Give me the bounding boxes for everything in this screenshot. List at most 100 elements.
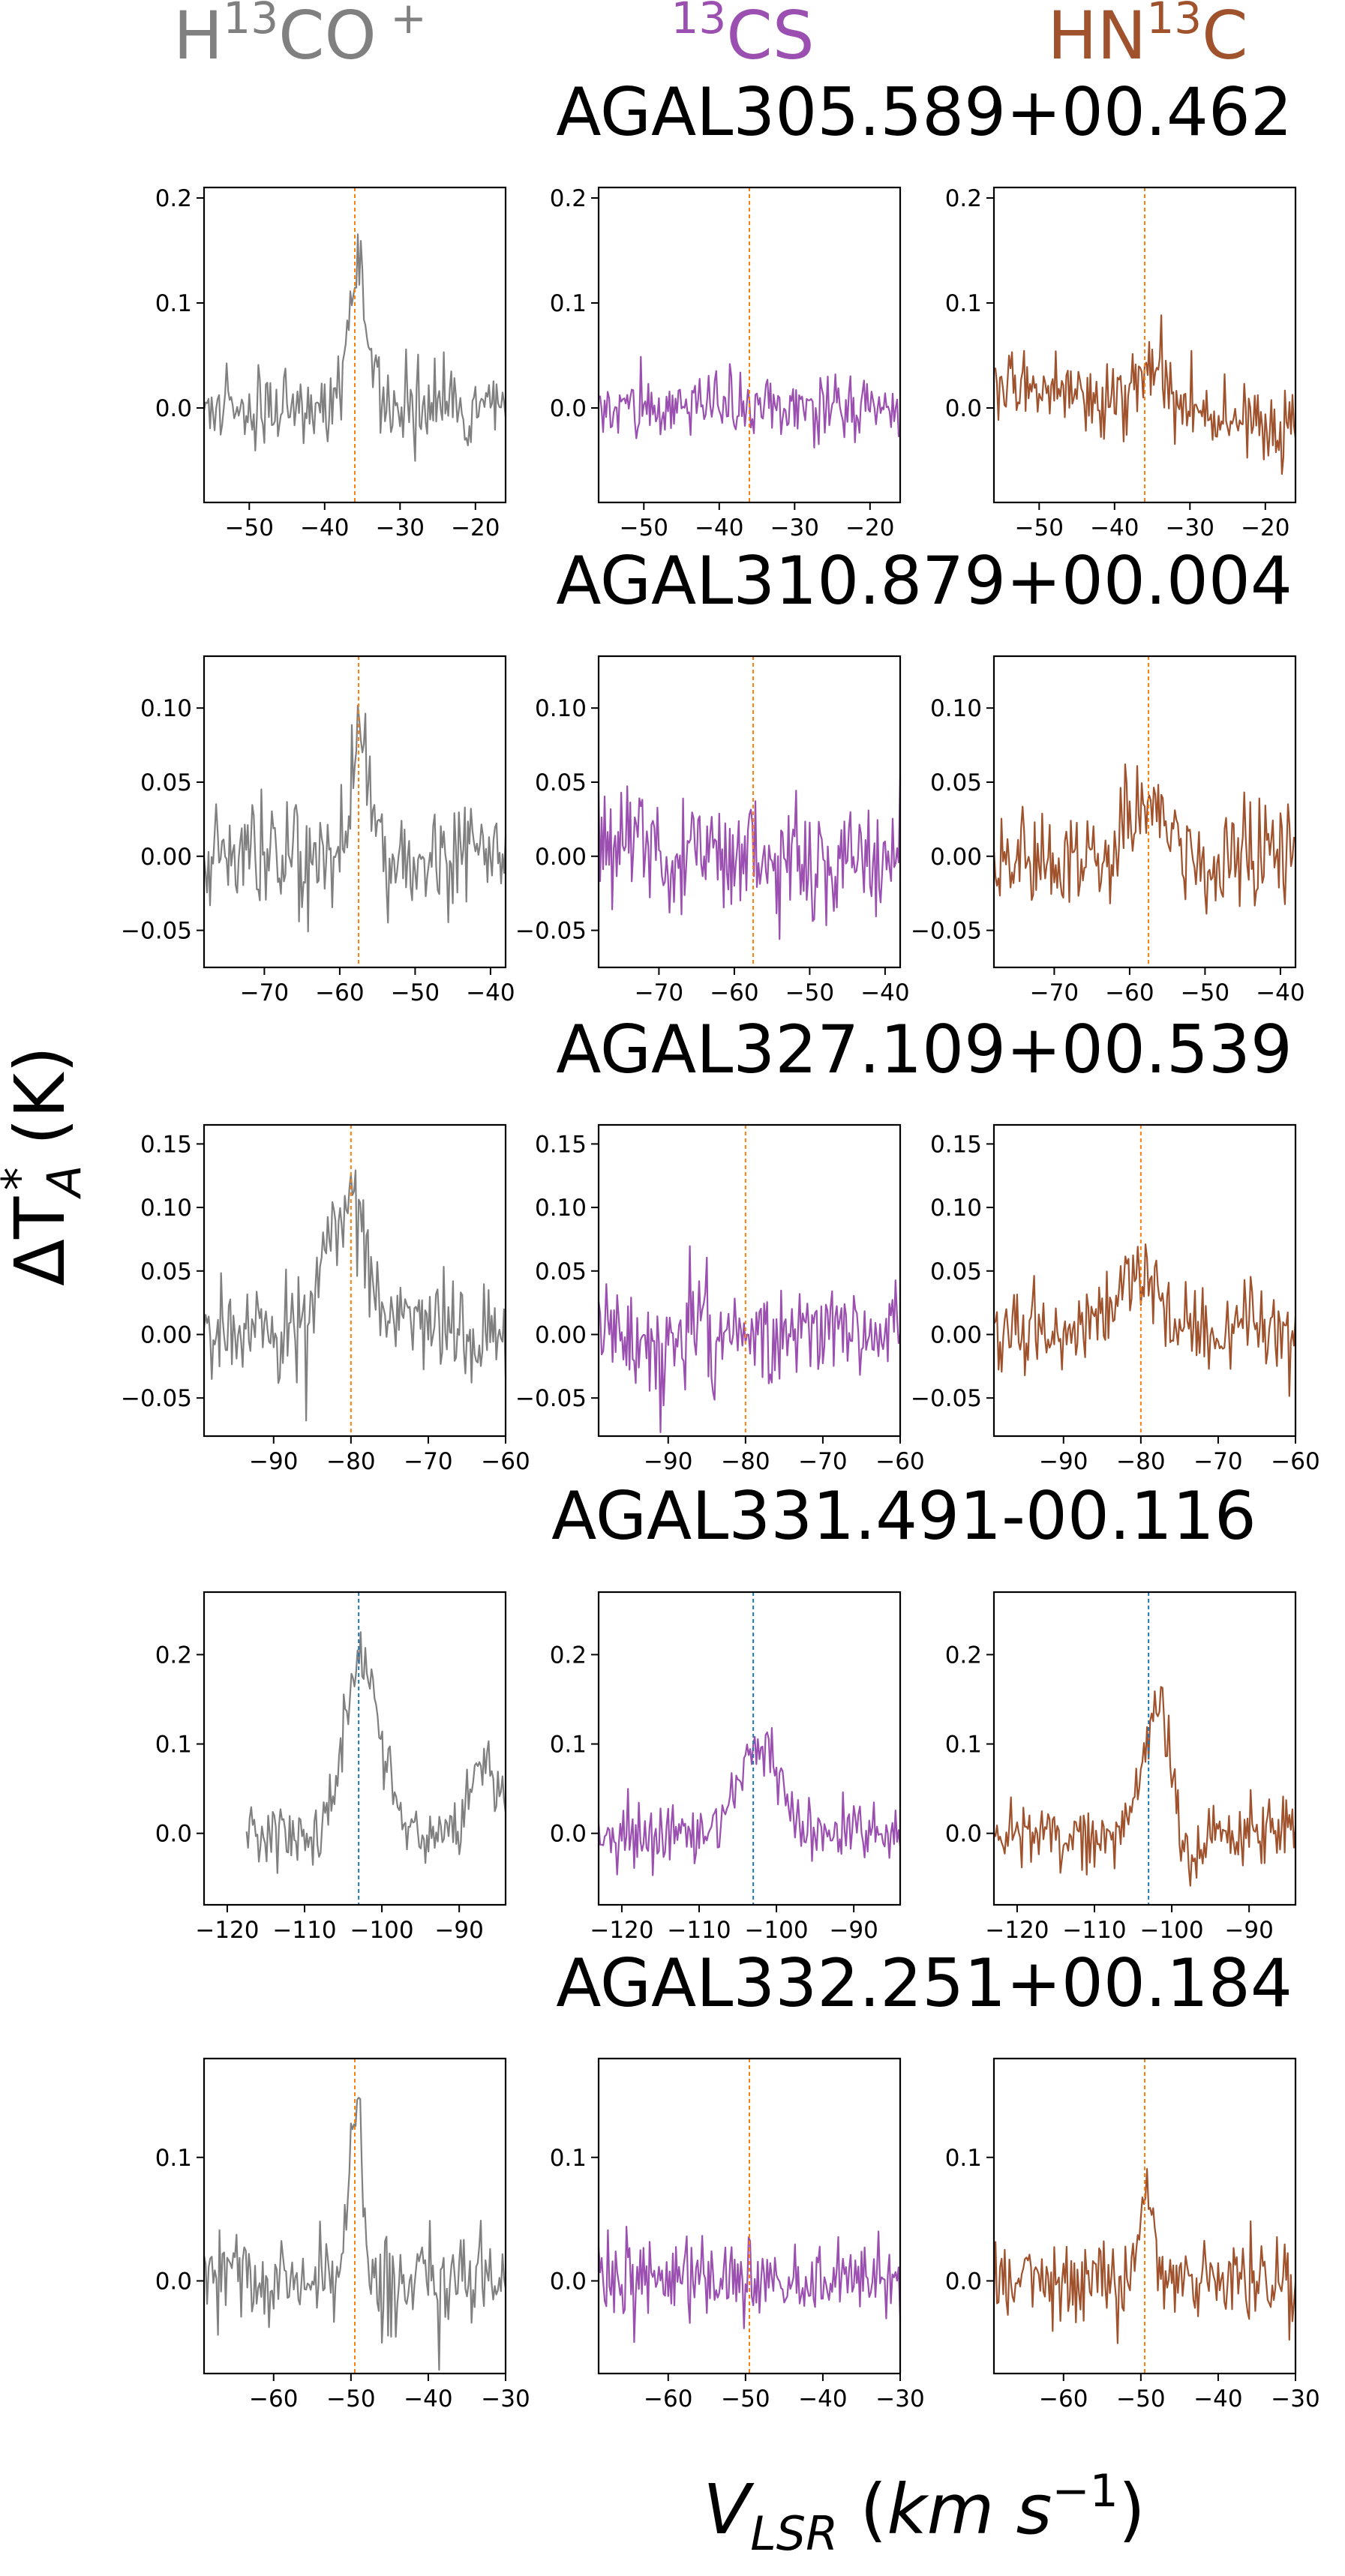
y-tick-label: 0.2 (945, 185, 982, 212)
spectrum-line (597, 778, 902, 940)
axes-frame (203, 186, 507, 504)
axes-frame (992, 2057, 1297, 2375)
y-tick-label: 0.10 (535, 1195, 587, 1222)
x-tick-label: −30 (875, 2386, 924, 2413)
axes-frame (992, 1123, 1297, 1438)
x-tick-label: −40 (404, 2386, 452, 2413)
source-row: AGAL331.491-00.116 −120 −110 −100 −90 0.0 0.1 0… (155, 1477, 1297, 1944)
y-tick-label: 0.05 (930, 1258, 982, 1285)
spectrum-panel: −50 −40 −30 −20 0.0 0.1 0.2 (550, 185, 902, 541)
spectrum-panel: −50 −40 −30 −20 0.0 0.1 0.2 (155, 185, 507, 541)
source-title: AGAL331.491-00.116 (551, 1477, 1256, 1555)
y-tick-label: 0.1 (945, 1732, 982, 1759)
y-tick-label: 0.00 (535, 1321, 587, 1348)
x-tick-label: −70 (635, 979, 683, 1006)
y-axis-title: ΔTA* (K) (0, 1046, 92, 1286)
y-tick-label: 0.2 (155, 185, 192, 212)
x-tick-label: −30 (770, 514, 819, 541)
x-tick-label: −100 (350, 1917, 413, 1944)
spectrum-panel: −90 −80 −70 −60 −0.05 0.00 0.05 0.10 0.15 (121, 1123, 530, 1475)
y-tick-label: −0.05 (515, 918, 587, 945)
axes-frame (597, 655, 902, 969)
x-tick-label: −30 (1271, 2386, 1319, 2413)
x-tick-label: −50 (785, 979, 834, 1006)
y-tick-label: 0.10 (535, 695, 587, 722)
y-tick-label: 0.05 (535, 769, 587, 796)
x-tick-label: −70 (404, 1448, 452, 1475)
x-tick-label: −40 (1090, 514, 1139, 541)
x-tick-label: −80 (721, 1448, 770, 1475)
x-tick-label: −90 (434, 1917, 483, 1944)
y-tick-label: 0.0 (550, 395, 587, 422)
axes-frame (597, 2057, 902, 2375)
axes-frame (992, 1591, 1297, 1906)
x-tick-label: −40 (466, 979, 515, 1006)
y-tick-label: 0.1 (550, 290, 587, 317)
x-tick-label: −50 (326, 2386, 375, 2413)
y-tick-label: −0.05 (515, 1385, 587, 1412)
spectrum-panel: −60 −50 −40 −30 0.0 0.1 (550, 2057, 925, 2413)
x-tick-label: −20 (845, 514, 894, 541)
y-tick-label: 0.2 (945, 1642, 982, 1669)
x-tick-label: −120 (985, 1917, 1049, 1944)
y-tick-label: 0.10 (930, 1195, 982, 1222)
spectrum-panel: −70 −60 −50 −40 −0.05 0.00 0.05 0.10 (911, 655, 1305, 1006)
x-tick-label: −80 (1116, 1448, 1165, 1475)
y-tick-label: 0.0 (550, 2268, 587, 2295)
x-axis-title: VLSR (km s−1) (703, 2465, 1145, 2561)
spectrum-line (245, 1631, 507, 1874)
x-tick-label: −90 (644, 1448, 692, 1475)
source-title: AGAL310.879+00.004 (556, 542, 1292, 619)
x-tick-label: −60 (481, 1448, 530, 1475)
x-tick-label: −40 (695, 514, 743, 541)
x-tick-label: −40 (1193, 2386, 1242, 2413)
axes-frame (203, 655, 507, 969)
y-tick-label: 0.0 (550, 1821, 587, 1848)
x-tick-label: −80 (326, 1448, 375, 1475)
y-tick-label: 0.00 (535, 844, 587, 871)
spectrum-line (993, 1243, 1297, 1397)
y-tick-label: 0.00 (140, 844, 192, 871)
x-tick-label: −120 (195, 1917, 259, 1944)
x-tick-label: −30 (376, 514, 425, 541)
spectrum-panel: −70 −60 −50 −40 −0.05 0.00 0.05 0.10 (121, 655, 515, 1006)
spectrum-panel: −70 −60 −50 −40 −0.05 0.00 0.05 0.10 (515, 655, 910, 1006)
column-header-h13co+: H13CO + (173, 0, 427, 74)
y-tick-label: −0.05 (911, 1385, 982, 1412)
x-tick-label: −30 (481, 2386, 530, 2413)
source-row: AGAL332.251+00.184−60 −50 −40 −300.00.1−60−… (155, 1945, 1320, 2413)
x-tick-label: −60 (710, 979, 758, 1006)
source-row: AGAL327.109+00.539 −90 −80 −70 −60 −0.05 0.00 0… (121, 1011, 1320, 1475)
x-tick-label: −50 (1181, 979, 1229, 1006)
y-tick-label: 0.15 (535, 1131, 587, 1158)
column-header-hn13c: HN13C (1047, 0, 1247, 74)
axes-frame (597, 1123, 902, 1438)
spectrum-line (203, 2097, 507, 2371)
y-tick-label: 0.0 (945, 2268, 982, 2295)
x-tick-label: −70 (798, 1448, 847, 1475)
y-tick-label: 0.05 (140, 1258, 192, 1285)
source-row: AGAL310.879+00.004 −70 −60 −50 −40 −0.05 0.00 0… (121, 542, 1305, 1006)
axes-frame (203, 1591, 507, 1906)
x-tick-label: −90 (249, 1448, 298, 1475)
y-tick-label: 0.2 (550, 185, 587, 212)
x-tick-label: −60 (1105, 979, 1154, 1006)
x-tick-label: −60 (1271, 1448, 1319, 1475)
x-tick-label: −60 (1039, 2386, 1088, 2413)
x-tick-label: −110 (1062, 1917, 1126, 1944)
axes-frame (203, 1123, 507, 1438)
x-tick-label: −90 (829, 1917, 878, 1944)
x-tick-label: −40 (798, 2386, 847, 2413)
x-tick-label: −70 (1030, 979, 1079, 1006)
y-tick-label: 0.00 (140, 1321, 192, 1348)
y-tick-label: 0.0 (155, 2268, 192, 2295)
y-tick-label: −0.05 (121, 918, 192, 945)
x-tick-label: −100 (744, 1917, 808, 1944)
x-tick-label: −40 (300, 514, 349, 541)
column-headers: H13CO + 13CS HN13C (173, 0, 1248, 74)
x-tick-label: −70 (1193, 1448, 1242, 1475)
x-tick-label: −60 (315, 979, 364, 1006)
x-tick-label: −60 (644, 2386, 692, 2413)
y-tick-label: 0.0 (155, 395, 192, 422)
